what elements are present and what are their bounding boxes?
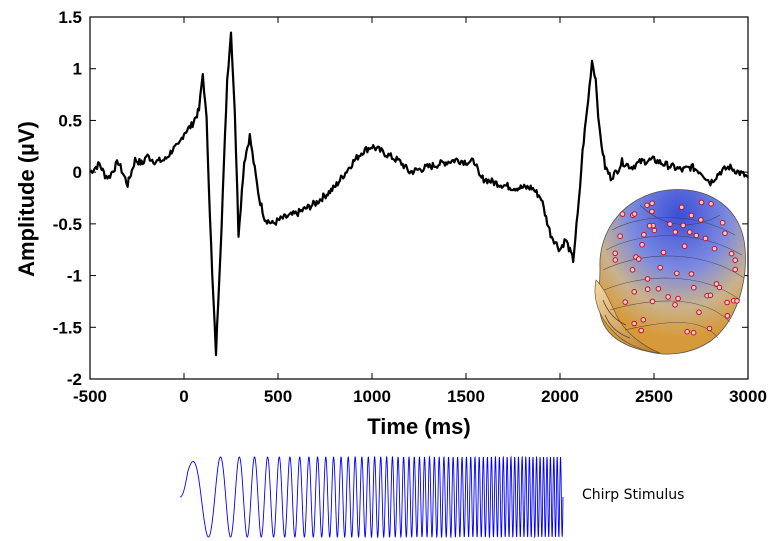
electrode-marker [660, 249, 667, 256]
electrode-marker [622, 299, 629, 305]
x-tick-label: 2500 [635, 387, 673, 406]
y-tick-label: -1 [67, 267, 82, 286]
x-tick-label: 2000 [541, 387, 579, 406]
x-tick-labels: -500 0 500 1000 1500 2000 2500 3000 [73, 387, 767, 406]
electrode-marker [680, 222, 687, 229]
y-tick-label: 1 [73, 60, 82, 79]
electrode-marker [696, 309, 702, 316]
electrode-marker [707, 292, 714, 299]
electrode-marker [629, 267, 636, 273]
electrode-marker [698, 199, 705, 206]
electrode-marker [639, 241, 645, 248]
electrode-marker [672, 302, 678, 308]
y-tick-label: 1.5 [58, 8, 82, 27]
electrode-marker [691, 284, 697, 291]
electrode-marker [655, 286, 662, 292]
electrode-marker [728, 250, 735, 257]
electrode-marker [672, 229, 679, 235]
electrode-marker [631, 320, 638, 327]
electrode-marker [684, 328, 691, 335]
electrode-marker [644, 286, 651, 293]
erp-series-line [89, 31, 749, 357]
electrode-marker [724, 313, 731, 319]
y-tick-label: -2 [67, 370, 82, 389]
electrode-marker [716, 284, 723, 291]
electrode-marker [641, 231, 647, 238]
electrode-marker [732, 266, 739, 273]
electrode-marker [619, 211, 626, 217]
electrode-marker [713, 281, 720, 287]
electrode-marker [631, 211, 638, 217]
electrode-marker [732, 257, 739, 264]
electrode-marker [640, 317, 647, 323]
electrode-marker [649, 200, 655, 207]
electrode-marker [638, 327, 645, 334]
electrode-marker [722, 230, 728, 236]
electrode-marker [719, 219, 726, 226]
electrode-marker [724, 299, 730, 306]
electrode-marker [688, 271, 695, 277]
electrode-marker [617, 233, 623, 239]
electrode-marker [649, 208, 655, 215]
electrode-marker [711, 245, 718, 252]
y-axis-title: Amplitude (µV) [14, 121, 39, 277]
electrode-marker [688, 212, 695, 219]
electrode-marker [644, 276, 651, 282]
electrode-marker [612, 257, 619, 263]
electrode-marker [734, 298, 740, 304]
eeg-head-topography-icon [594, 189, 746, 355]
electrode-marker [681, 243, 688, 249]
y-tick-label: -0.5 [53, 215, 82, 234]
electrode-marker [686, 229, 693, 235]
electrode-marker [706, 325, 713, 332]
x-tick-label: 0 [179, 387, 188, 406]
x-tick-label: -500 [73, 387, 107, 406]
electrode-marker [646, 223, 653, 229]
electrode-marker [690, 329, 697, 336]
y-tick-label: -1.5 [53, 318, 82, 337]
x-tick-label: 1500 [447, 387, 485, 406]
electrode-marker [674, 270, 680, 277]
plot-area [89, 16, 749, 380]
x-axis-title: Time (ms) [367, 414, 471, 439]
y-tick-label: 0.5 [58, 111, 82, 130]
y-tick-labels: 1.5 1 0.5 0 -0.5 -1 -1.5 -2 [53, 8, 82, 389]
chirp-stimulus-waveform [179, 455, 564, 539]
electrode-marker [708, 201, 714, 207]
electrode-marker [612, 250, 619, 257]
x-tick-label: 500 [264, 387, 292, 406]
electrode-marker [667, 221, 673, 227]
electrode-marker [698, 217, 704, 223]
y-tick-label: 0 [73, 163, 82, 182]
x-tick-label: 3000 [729, 387, 767, 406]
chirp-stimulus-label: Chirp Stimulus [582, 487, 684, 503]
electrode-marker [702, 235, 709, 242]
electrode-marker [649, 298, 656, 305]
x-tick-label: 1000 [353, 387, 391, 406]
electrode-marker [631, 289, 638, 295]
electrode-marker [651, 227, 658, 234]
electrode-marker [675, 295, 681, 302]
electrode-marker [665, 294, 671, 300]
electrode-marker [644, 202, 650, 209]
electrode-marker [635, 256, 642, 262]
electrode-marker [693, 232, 700, 239]
axis-ticks [89, 16, 749, 380]
electrode-marker [657, 264, 664, 271]
electrode-marker [678, 204, 685, 211]
